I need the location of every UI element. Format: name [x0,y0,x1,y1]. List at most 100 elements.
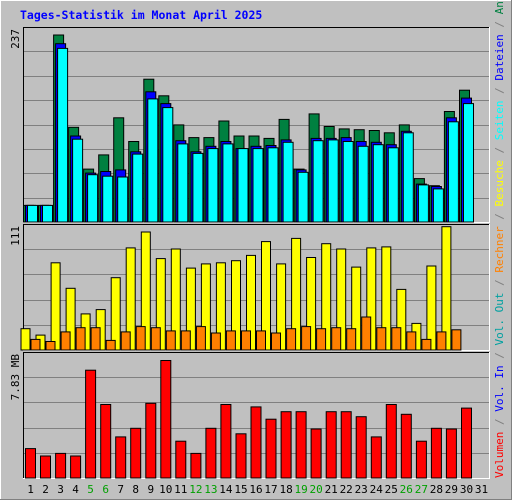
panel-hits-pages: 237 [9,27,490,223]
bar-rechner-day-9 [150,327,161,351]
panel-volume: 7.83 MB [9,352,490,479]
day-label-14: 14 [219,483,233,496]
bar-rechner-day-7 [120,331,131,351]
bar-volumen-day-29 [445,428,457,479]
bar-besuche-day-24 [366,247,377,351]
day-label-21: 21 [325,483,338,496]
chart-panels: 237 111 7.83 MB [9,27,490,479]
legend-item: Dateien [493,34,506,80]
bar-seiten-day-15 [237,148,249,223]
day-label-11: 11 [174,483,187,496]
bar-rechner-day-22 [346,328,357,351]
bar-volumen-day-15 [235,433,247,479]
bar-rechner-day-15 [241,330,251,351]
bar-rechner-day-14 [225,330,236,351]
bar-rechner-day-21 [331,327,342,351]
series-volumen [25,360,472,479]
legend-item: / [493,412,506,432]
bar-seiten-day-4 [72,138,84,223]
bar-volumen-day-6 [100,404,112,479]
legend-item: / [493,346,506,366]
bar-seiten-day-11 [177,143,189,223]
legend-item: / [493,206,506,226]
bar-volumen-day-20 [310,428,322,479]
bar-volumen-day-28 [430,427,442,479]
bar-seiten-day-18 [282,141,294,223]
bar-volumen-day-2 [40,455,51,479]
day-label-6: 6 [102,483,109,496]
bar-seiten-day-2 [42,204,53,223]
day-label-2: 2 [42,483,49,496]
legend-item: Vol. In [493,365,506,411]
panel-max-label: 237 [9,29,22,49]
bar-seiten-day-7 [117,176,129,223]
bar-rechner-day-24 [376,327,387,351]
legend-item: Rechner [493,226,506,273]
bar-seiten-day-9 [147,98,159,223]
day-label-19: 19 [294,483,307,496]
bar-rechner-day-1 [30,338,41,351]
bar-besuche-day-3 [50,262,61,351]
bar-seiten-day-27 [417,184,429,223]
bar-seiten-day-25 [387,147,399,223]
bar-volumen-day-22 [340,411,352,479]
legend-item: / [493,14,506,34]
legend-item: / [493,273,506,293]
bar-volumen-day-10 [160,360,172,479]
day-labels: 1 2 3 4 5 6 7 8 9 10 11 12 13 14 15 16 17 18 19 20 21 22 23 24 2… [27,483,488,496]
bar-volumen-day-21 [325,411,337,479]
bar-rechner-day-13 [210,332,221,351]
bar-seiten-day-20 [312,140,324,223]
day-label-15: 15 [234,483,247,496]
bar-rechner-day-28 [436,331,447,351]
day-label-26: 26 [400,483,413,496]
bar-seiten-day-30 [463,103,474,223]
bar-rechner-day-26 [406,331,417,351]
legend-item: / [493,140,506,160]
bar-volumen-day-23 [355,416,367,479]
bar-seiten-day-6 [102,175,114,223]
day-label-30: 30 [460,483,473,496]
bar-volumen-day-9 [145,402,157,479]
bar-volumen-day-26 [400,413,412,479]
day-label-28: 28 [430,483,443,496]
bar-seiten-day-1 [27,204,38,223]
panel-visits: 111 [9,224,490,351]
bar-seiten-day-19 [297,171,309,223]
bar-rechner-day-18 [286,328,297,351]
bar-seiten-day-22 [342,141,354,223]
bar-besuche-day-1 [20,328,31,351]
bar-rechner-day-6 [105,339,116,351]
bar-volumen-day-12 [190,452,202,479]
bar-rechner-day-23 [361,316,372,351]
bar-volumen-day-16 [250,406,262,479]
bar-rechner-day-16 [256,330,266,351]
day-label-4: 4 [72,483,79,496]
legend-item: / [493,81,506,101]
legend-item: Seiten [493,100,506,140]
bar-volumen-day-27 [415,440,427,479]
bar-besuche-day-9 [140,231,151,351]
day-label-31: 31 [475,483,488,496]
bar-volumen-day-25 [385,404,397,479]
bar-seiten-day-14 [222,143,234,223]
day-label-3: 3 [57,483,64,496]
day-label-7: 7 [117,483,124,496]
bar-rechner-day-29 [451,329,462,351]
bar-volumen-day-11 [175,440,187,479]
legend-item: Anfragen [493,0,506,14]
bar-rechner-day-5 [90,327,101,351]
panel-max-label: 7.83 MB [9,354,22,401]
bar-rechner-day-11 [180,330,191,351]
bar-besuche-day-12 [185,267,196,351]
series-seiten [27,47,474,223]
day-label-27: 27 [415,483,428,496]
panel-max-label: 111 [9,226,22,246]
day-label-1: 1 [27,483,34,496]
day-label-13: 13 [204,483,217,496]
series-rechner [30,316,462,351]
right-legend: Volumen / Vol. In / Vol. Out / Rechner /… [493,0,506,478]
bar-rechner-day-8 [135,326,146,351]
chart-title: Tages-Statistik im Monat April 2025 [20,8,262,22]
bar-seiten-day-10 [162,107,174,223]
